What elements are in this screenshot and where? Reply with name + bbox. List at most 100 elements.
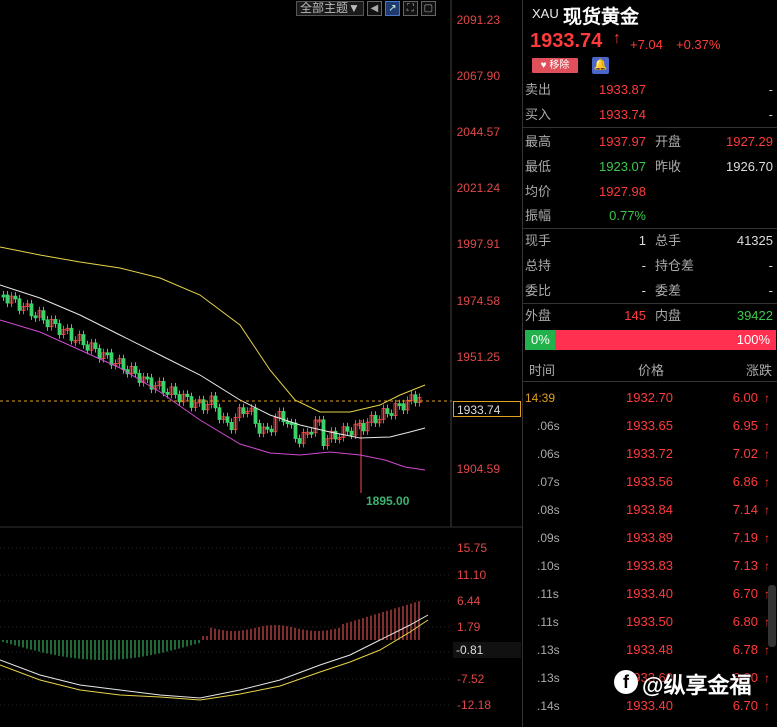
candle bbox=[233, 416, 238, 431]
theme-select[interactable]: 全部主题▼ bbox=[296, 0, 364, 16]
up-arrow-icon: ↑ bbox=[764, 615, 770, 629]
tick-row[interactable]: .10s 1933.83 7.13 ↑ bbox=[523, 552, 777, 580]
tick-row[interactable]: .09s 1933.89 7.19 ↑ bbox=[523, 524, 777, 552]
current-price-tag: 1933.74 bbox=[453, 401, 521, 417]
quote-label: 均价 bbox=[525, 184, 552, 199]
candle bbox=[293, 422, 298, 439]
tick-price: 1933.83 bbox=[626, 558, 673, 573]
expand-icon[interactable]: ⛶ bbox=[402, 0, 418, 16]
indicator-grid bbox=[0, 547, 450, 706]
candle bbox=[29, 303, 34, 317]
tick-change: 7.02 bbox=[732, 446, 758, 461]
candle bbox=[65, 327, 70, 331]
up-arrow-icon: ↑ bbox=[764, 447, 770, 461]
candle bbox=[33, 315, 38, 319]
price-axis-label: 1951.25 bbox=[456, 350, 500, 364]
fullscreen-icon[interactable]: ▢ bbox=[420, 0, 436, 16]
up-arrow-icon: ↑ bbox=[764, 559, 770, 573]
indicator-current-tag: -0.81 bbox=[453, 642, 521, 658]
candle bbox=[373, 414, 378, 424]
tick-row[interactable]: .06s 1933.65 6.95 ↑ bbox=[523, 412, 777, 440]
quote-label: 委比 bbox=[525, 283, 552, 298]
tick-row[interactable]: .11s 1933.50 6.80 ↑ bbox=[523, 608, 777, 636]
tick-change: 7.13 bbox=[732, 558, 758, 573]
tick-row[interactable]: .11s 1933.40 6.70 ↑ bbox=[523, 580, 777, 608]
candle bbox=[81, 334, 86, 346]
quote-label-2: 委差 bbox=[655, 283, 682, 298]
candle-series bbox=[1, 291, 422, 493]
tick-time: .07s bbox=[537, 475, 560, 489]
candle bbox=[21, 306, 26, 311]
last-price: 1933.74 bbox=[530, 30, 603, 52]
tick-row[interactable]: .14s 1933.40 6.70 ↑ bbox=[523, 692, 777, 720]
quote-panel: XAU 现货黄金 1933.74 ↑ +7.04 +0.37% ♥ 移除 🔔 卖… bbox=[522, 0, 777, 727]
candle bbox=[149, 377, 154, 390]
tick-row[interactable]: 14:39 1932.70 6.00 ↑ bbox=[523, 384, 777, 412]
price-axis-label: 2021.24 bbox=[456, 181, 500, 195]
candle bbox=[97, 348, 102, 359]
quote-value-2: - bbox=[768, 82, 773, 97]
tick-list-scrollbar[interactable] bbox=[768, 585, 776, 647]
candle bbox=[105, 352, 110, 356]
quote-label: 总持 bbox=[525, 258, 552, 273]
quote-value-2: 39422 bbox=[736, 308, 773, 323]
quote-value-2: 1927.29 bbox=[726, 134, 773, 149]
price-change: +7.04 bbox=[630, 37, 663, 52]
band-upper-line bbox=[0, 246, 426, 413]
buy-ratio-fill bbox=[525, 330, 556, 350]
quote-row: 最低 1923.07 昨收 1926.70 bbox=[523, 155, 777, 179]
tick-change: 6.80 bbox=[732, 614, 758, 629]
candle bbox=[261, 426, 266, 434]
candle bbox=[269, 428, 274, 433]
candle bbox=[317, 419, 322, 423]
candle bbox=[169, 386, 174, 395]
candle bbox=[337, 437, 342, 440]
tick-change: 6.70 bbox=[732, 586, 758, 601]
up-arrow-icon: ↑ bbox=[764, 587, 770, 601]
candle bbox=[365, 421, 370, 432]
instrument-name: 现货黄金 bbox=[563, 7, 640, 28]
kline-chart[interactable] bbox=[0, 0, 522, 727]
tick-row[interactable]: .06s 1933.72 7.02 ↑ bbox=[523, 440, 777, 468]
candle bbox=[265, 426, 270, 430]
tick-price: 1933.40 bbox=[626, 698, 673, 713]
candle bbox=[85, 344, 90, 351]
quote-label-2: 内盘 bbox=[655, 308, 682, 323]
candle bbox=[405, 399, 410, 411]
candle bbox=[157, 381, 162, 387]
candle bbox=[229, 421, 234, 431]
tick-time: .06s bbox=[537, 447, 560, 461]
candle bbox=[53, 319, 58, 325]
prev-icon[interactable]: ◀ bbox=[366, 0, 382, 16]
buy-ratio-label: 0% bbox=[531, 332, 550, 347]
candle bbox=[89, 342, 94, 351]
up-arrow-icon: ↑ bbox=[764, 503, 770, 517]
tick-row[interactable]: .13s 1933.48 6.78 ↑ bbox=[523, 636, 777, 664]
candle bbox=[341, 426, 346, 438]
price-axis-label: 2044.57 bbox=[456, 125, 500, 139]
candle bbox=[45, 319, 50, 328]
quote-row: 外盘 145 内盘 39422 bbox=[523, 304, 777, 328]
draw-icon[interactable]: ↗ bbox=[384, 0, 400, 16]
quote-value: 1937.97 bbox=[599, 134, 646, 149]
candle bbox=[309, 431, 314, 435]
dea-line bbox=[0, 619, 429, 701]
candle bbox=[217, 407, 222, 420]
candle bbox=[325, 438, 330, 446]
tick-price: 1933.89 bbox=[626, 530, 673, 545]
chart-toolbar: 全部主题▼ ◀ ↗ ⛶ ▢ bbox=[296, 0, 436, 16]
alert-bell-button[interactable]: 🔔 bbox=[592, 57, 609, 74]
quote-value-2: - bbox=[768, 283, 773, 298]
candle bbox=[321, 419, 326, 446]
dif-line bbox=[0, 614, 429, 699]
tick-row[interactable]: .07s 1933.56 6.86 ↑ bbox=[523, 468, 777, 496]
candle bbox=[121, 358, 126, 371]
quote-label: 买入 bbox=[525, 107, 552, 122]
tick-row[interactable]: .08s 1933.84 7.14 ↑ bbox=[523, 496, 777, 524]
remove-watchlist-button[interactable]: ♥ 移除 bbox=[532, 58, 578, 73]
quote-value: 0.77% bbox=[609, 208, 646, 223]
price-axis-label: 1904.59 bbox=[456, 462, 500, 476]
sell-ratio-label: 100% bbox=[736, 332, 770, 347]
up-arrow-icon: ↑ bbox=[764, 643, 770, 657]
candle bbox=[349, 430, 354, 436]
